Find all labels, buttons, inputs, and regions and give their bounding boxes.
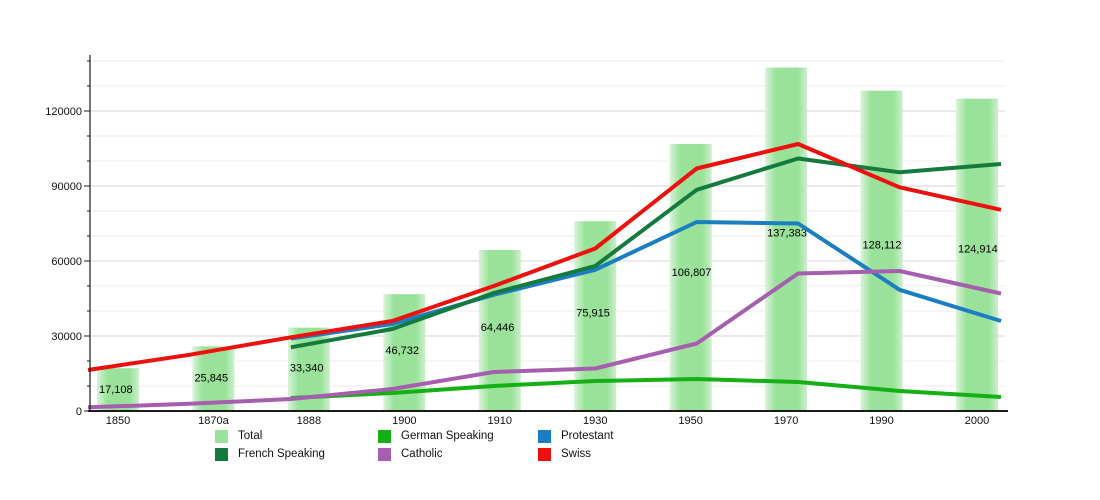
y-tick-label: 30000 xyxy=(51,331,82,343)
bar-value-label: 75,915 xyxy=(576,307,610,319)
legend-swatch-icon xyxy=(378,447,391,461)
legend-item-swiss: Swiss xyxy=(538,447,678,461)
legend-swatch-icon xyxy=(215,447,228,461)
y-tick-label: 60000 xyxy=(51,256,82,268)
y-tick-label: 0 xyxy=(76,406,82,418)
legend-label: Protestant xyxy=(561,430,614,442)
x-tick-label: 2000 xyxy=(965,415,989,427)
line-protestant xyxy=(290,220,1002,341)
bar-value-label: 25,845 xyxy=(194,372,228,384)
y-axis-ticks: 0 30000 60000 90000 120000 xyxy=(45,60,90,418)
line-french-speaking xyxy=(290,156,1002,350)
bar-value-label: 33,340 xyxy=(290,363,324,375)
legend-item-catholic: Catholic xyxy=(378,447,538,461)
legend-swatch-icon xyxy=(538,447,551,461)
legend-label: Total xyxy=(238,430,263,442)
line-german-speaking xyxy=(290,377,1002,400)
bar-value-label: 128,112 xyxy=(863,239,902,251)
legend-label: German Speaking xyxy=(401,430,494,442)
chart-legend: Total German Speaking Protestant French Spe… xyxy=(215,429,678,461)
legend-item-german-speaking: German Speaking xyxy=(378,429,538,443)
x-tick-label: 1910 xyxy=(488,415,512,427)
x-tick-label: 1850 xyxy=(106,415,130,427)
total-bars: 17,108 25,845 33,340 46,732 64,446 75,915 106,… xyxy=(97,67,998,412)
bar-1990 xyxy=(860,90,903,411)
x-tick-label: 1990 xyxy=(869,415,893,427)
bar-value-label: 124,914 xyxy=(958,244,998,256)
legend-label: French Speaking xyxy=(238,448,325,460)
legend-item-protestant: Protestant xyxy=(538,429,678,443)
legend-label: Catholic xyxy=(401,448,443,460)
bar-value-label: 46,732 xyxy=(385,345,419,357)
bar-1970 xyxy=(765,67,808,411)
x-axis-labels: 1850 1870a 1888 1900 1910 1930 1950 1970 1990 200… xyxy=(106,415,989,427)
bar-value-label: 137,383 xyxy=(767,227,807,239)
gridlines xyxy=(90,60,1005,387)
y-tick-label: 120000 xyxy=(45,106,82,118)
x-tick-label: 1930 xyxy=(583,415,607,427)
bar-value-label: 64,446 xyxy=(481,322,515,334)
line-catholic xyxy=(87,269,1002,410)
trend-lines xyxy=(87,142,1002,410)
line-swiss xyxy=(87,142,1002,372)
y-tick-label: 90000 xyxy=(51,181,82,193)
bar-value-label: 17,108 xyxy=(99,384,133,396)
legend-swatch-icon xyxy=(378,429,391,443)
x-tick-label: 1900 xyxy=(392,415,416,427)
legend-item-french-speaking: French Speaking xyxy=(215,447,378,461)
axes xyxy=(88,55,1008,412)
x-tick-label: 1888 xyxy=(297,415,321,427)
bar-value-label: 106,807 xyxy=(672,267,712,279)
x-tick-label: 1970 xyxy=(774,415,798,427)
legend-item-total: Total xyxy=(215,429,378,443)
x-tick-label: 1870a xyxy=(198,415,229,427)
legend-label: Swiss xyxy=(561,448,592,460)
legend-swatch-icon xyxy=(538,429,551,443)
bar-2000 xyxy=(955,98,998,411)
legend-swatch-icon xyxy=(215,429,228,443)
x-tick-label: 1950 xyxy=(678,415,702,427)
